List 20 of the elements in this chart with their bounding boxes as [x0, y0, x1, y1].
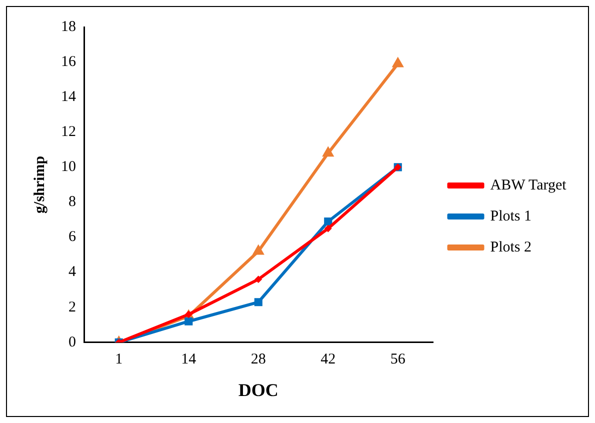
y-tick-label: 14 [61, 89, 76, 106]
x-tick-label: 42 [320, 351, 336, 368]
legend-label: Plots 1 [490, 208, 532, 224]
y-tick-label: 10 [61, 159, 76, 176]
x-tick-label: 28 [250, 351, 266, 368]
y-tick-label: 12 [61, 124, 76, 140]
x-tick-label: 14 [181, 351, 197, 368]
y-tick-label: 2 [68, 299, 76, 316]
y-tick-label: 18 [61, 18, 76, 35]
y-tick-label: 16 [61, 54, 76, 70]
y-tick-label: 0 [68, 334, 76, 350]
y-axis-title: g/shrimp [32, 156, 48, 214]
legend-label: Plots 2 [490, 239, 532, 256]
y-tick-label: 6 [68, 229, 76, 246]
x-tick-label: 56 [390, 351, 406, 368]
x-axis-title: DOC [238, 380, 278, 400]
legend-label: ABW Target [490, 177, 568, 194]
x-tick-label: 1 [115, 351, 123, 368]
y-tick-label: 8 [68, 194, 76, 210]
y-tick-label: 4 [68, 264, 76, 280]
